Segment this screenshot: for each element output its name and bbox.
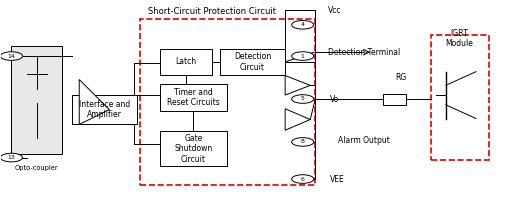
Text: Vcc: Vcc (328, 6, 341, 15)
Text: Alarm Output: Alarm Output (338, 136, 390, 146)
Polygon shape (285, 109, 310, 130)
Text: 8: 8 (301, 139, 305, 145)
Text: Detection Terminal: Detection Terminal (328, 48, 400, 57)
FancyBboxPatch shape (383, 94, 406, 105)
Text: 14: 14 (8, 53, 15, 59)
Text: Short-Circuit Protection Circuit: Short-Circuit Protection Circuit (148, 7, 276, 16)
FancyBboxPatch shape (160, 84, 227, 111)
Polygon shape (79, 79, 110, 124)
Text: IGBT
Module: IGBT Module (445, 29, 473, 48)
FancyBboxPatch shape (160, 49, 212, 75)
FancyBboxPatch shape (160, 131, 227, 166)
Text: Latch: Latch (175, 57, 196, 66)
FancyBboxPatch shape (220, 49, 285, 75)
Text: Vo: Vo (330, 94, 339, 104)
Text: 1: 1 (301, 53, 305, 59)
Text: 4: 4 (300, 22, 305, 27)
Polygon shape (285, 76, 310, 95)
FancyBboxPatch shape (72, 95, 137, 124)
Circle shape (292, 52, 314, 60)
Circle shape (292, 175, 314, 183)
Text: 5: 5 (301, 96, 305, 102)
Text: Interface and
Amplifier: Interface and Amplifier (79, 100, 130, 119)
Text: Timer and
Reset Circuits: Timer and Reset Circuits (167, 88, 220, 107)
Circle shape (1, 52, 23, 60)
Text: Opto-coupler: Opto-coupler (15, 165, 59, 171)
Text: 6: 6 (301, 177, 305, 182)
Circle shape (1, 153, 23, 162)
Text: Detection
Circuit: Detection Circuit (234, 52, 271, 72)
Text: Gate
Shutdown
Circuit: Gate Shutdown Circuit (174, 134, 213, 164)
Circle shape (292, 21, 314, 29)
Text: RG: RG (395, 73, 407, 82)
Text: 13: 13 (8, 155, 15, 160)
Circle shape (292, 138, 314, 146)
Circle shape (292, 95, 314, 103)
Text: VEE: VEE (330, 175, 345, 184)
FancyBboxPatch shape (12, 46, 62, 154)
